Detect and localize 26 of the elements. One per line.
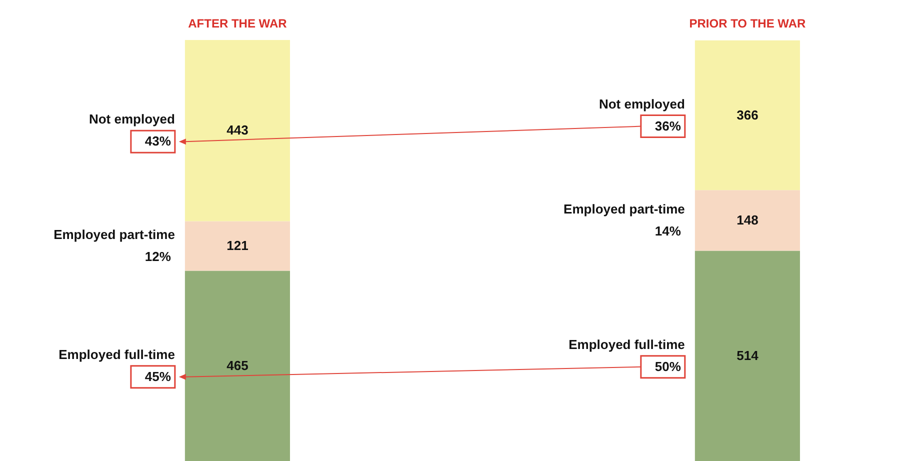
annotation: 36%	[654, 118, 682, 134]
data-label: 121	[226, 238, 248, 253]
bar	[184, 40, 290, 222]
text: Employed part-time	[564, 201, 685, 216]
bar	[184, 270, 290, 461]
x-tick-label: PRIOR TO THE WAR	[689, 16, 806, 30]
data-label: 443	[226, 122, 248, 138]
bar	[184, 221, 290, 271]
annotation: 43%	[144, 134, 172, 149]
x-tick-label: AFTER THE WAR	[188, 16, 288, 30]
series-label: Employed part-time	[54, 227, 175, 242]
data-label: 514	[736, 348, 760, 363]
text: Employed full-time	[568, 336, 685, 352]
annotation: 14%	[654, 223, 682, 238]
annotation: 50%	[654, 358, 682, 374]
bar	[694, 190, 800, 251]
annotation: 45%	[144, 368, 172, 384]
series-label: Employed full-time	[58, 346, 175, 362]
bar	[694, 40, 800, 190]
bar	[694, 250, 800, 461]
data-label: 465	[226, 358, 248, 373]
text: Not employed	[598, 96, 685, 112]
data-label: 148	[736, 212, 758, 228]
annotation: 12%	[144, 249, 172, 264]
series-label: Not employed	[88, 112, 175, 127]
data-label: 366	[736, 107, 758, 122]
